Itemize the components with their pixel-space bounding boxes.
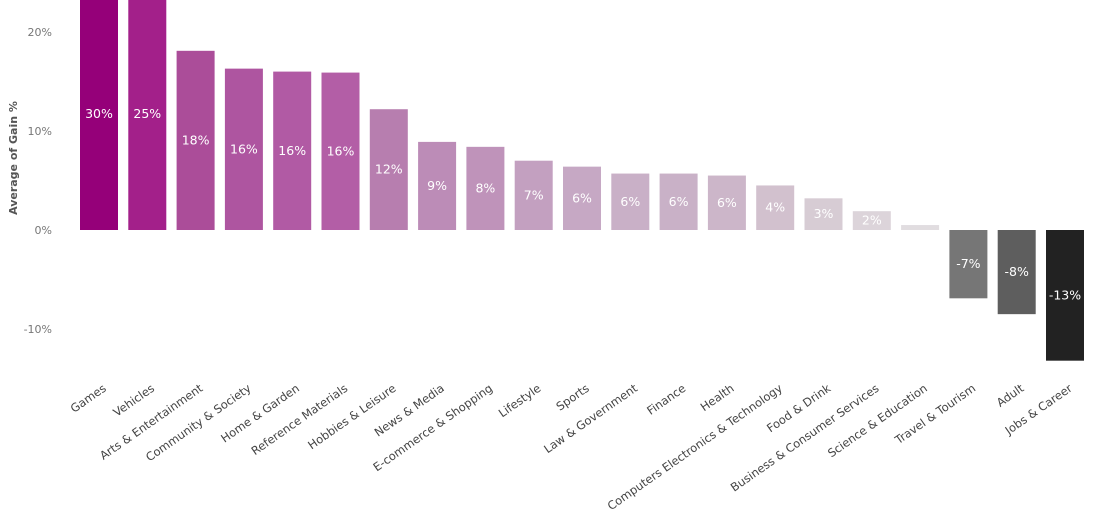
data-label: 16%: [230, 141, 258, 156]
data-label: 6%: [669, 194, 689, 209]
bar: [997, 230, 1036, 315]
data-label: -7%: [956, 256, 980, 271]
bar: [901, 225, 940, 230]
y-tick-label: -10%: [24, 323, 52, 336]
data-label: 4%: [765, 200, 785, 215]
bar: [466, 146, 505, 230]
y-axis-ticks: 20% 10% 0% -10%: [24, 26, 52, 336]
bar: [611, 173, 650, 230]
data-label: 9%: [427, 178, 447, 193]
data-label: 6%: [620, 194, 640, 209]
data-label: 6%: [572, 190, 592, 205]
bar: [563, 166, 601, 230]
bar: [321, 72, 360, 230]
data-label: 30%: [85, 106, 113, 121]
y-tick-label: 0%: [35, 224, 52, 237]
bars: [80, 0, 1084, 361]
x-tick-label: Finance: [644, 381, 688, 418]
x-tick-label: Computers Electronics & Technology: [605, 381, 785, 513]
x-tick-label: Games: [68, 381, 109, 416]
data-label: 16%: [327, 143, 355, 158]
data-labels: 30% 25% 18% 16% 16% 16% 12% 9% 8% 7% 6% 6% 6% 6% 4% 3% 2…: [85, 106, 1081, 302]
bar: [852, 211, 891, 230]
data-label: 16%: [278, 143, 306, 158]
bar: [949, 230, 988, 299]
x-tick-label: Adult: [994, 381, 1027, 410]
x-tick-label: Sports: [553, 381, 591, 414]
bar: [756, 185, 795, 230]
data-label: -8%: [1005, 264, 1029, 279]
bar: [659, 173, 698, 230]
bar: [128, 0, 167, 230]
x-tick-label: Hobbies & Leisure: [305, 381, 398, 452]
data-label: 3%: [814, 206, 834, 221]
x-tick-label: Travel & Tourism: [891, 381, 978, 448]
data-label: 7%: [524, 187, 544, 202]
data-label: 8%: [475, 180, 495, 195]
x-tick-label: Lifestyle: [496, 381, 544, 420]
y-tick-label: 20%: [28, 26, 52, 39]
bar: [80, 0, 118, 230]
bar: [514, 160, 553, 230]
y-axis-label: Average of Gain %: [7, 101, 20, 215]
bar: [804, 198, 843, 230]
bar: [176, 50, 215, 231]
data-label: 2%: [862, 213, 882, 228]
bar: [418, 141, 457, 230]
bar: [707, 175, 746, 230]
data-label: -13%: [1049, 287, 1081, 302]
data-label: 12%: [375, 162, 403, 177]
bar: [224, 68, 263, 230]
y-tick-label: 10%: [28, 125, 52, 138]
data-label: 25%: [133, 106, 161, 121]
bar: [273, 71, 312, 230]
bar: [369, 109, 408, 230]
data-label: 18%: [182, 132, 210, 147]
data-label: 6%: [717, 195, 737, 210]
bar: [1046, 230, 1084, 361]
x-tick-label: Health: [698, 381, 737, 414]
